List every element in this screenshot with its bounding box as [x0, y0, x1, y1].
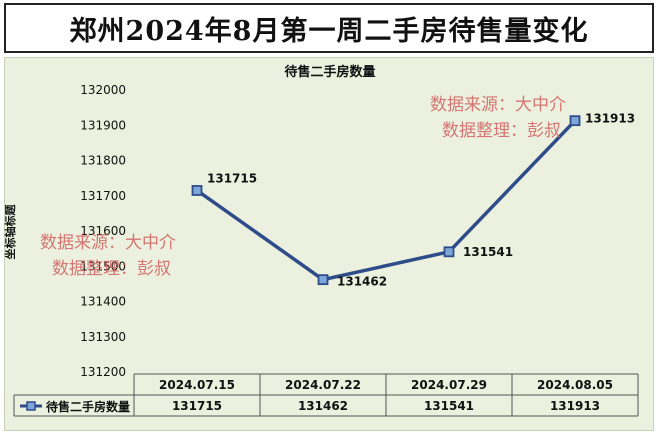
y-tick-label: 132000 [80, 83, 126, 97]
y-tick-label: 131700 [80, 189, 126, 203]
data-point [191, 185, 203, 196]
table-cell-value: 131913 [550, 399, 600, 413]
y-tick-label: 131500 [80, 259, 126, 273]
y-tick-label: 131400 [80, 295, 126, 309]
x-tick-label: 2024.07.15 [159, 378, 235, 392]
data-label: 131715 [207, 171, 257, 185]
table-cell-value: 131715 [172, 399, 222, 413]
watermark-line: 数据整理：彭叔 [442, 121, 561, 141]
series-line [195, 119, 577, 282]
chart-title: 待售二手房数量 [283, 64, 375, 80]
watermark-line: 数据来源：大中介 [40, 233, 176, 253]
watermark-line: 数据整理：彭叔 [52, 259, 171, 279]
data-point [569, 115, 581, 127]
y-tick-label: 131900 [80, 118, 126, 132]
y-tick-label: 131300 [80, 330, 126, 344]
watermark-line: 数据来源：大中介 [430, 95, 566, 115]
x-tick-label: 2024.08.05 [537, 378, 613, 392]
table-cell-value: 131541 [424, 399, 474, 413]
data-label: 131462 [337, 275, 387, 289]
legend-label: 待售二手房数量 [46, 399, 130, 414]
y-axis-label: 坐标轴标题 [3, 204, 17, 260]
data-label: 131541 [463, 245, 513, 259]
y-tick-label: 131800 [80, 154, 126, 168]
page-title: 郑州2024年8月第一周二手房待售量变化 [69, 15, 589, 47]
legend-marker [26, 401, 36, 411]
y-tick-label: 131200 [80, 365, 126, 379]
data-point [443, 246, 455, 258]
x-tick-label: 2024.07.22 [285, 378, 361, 392]
data-point [317, 274, 329, 286]
title-box: 郑州2024年8月第一周二手房待售量变化 [4, 3, 654, 53]
data-label: 131913 [585, 112, 635, 126]
chart-area [4, 57, 654, 431]
y-tick-label: 131600 [80, 224, 126, 238]
x-tick-label: 2024.07.29 [411, 378, 487, 392]
table-cell-value: 131462 [298, 399, 348, 413]
